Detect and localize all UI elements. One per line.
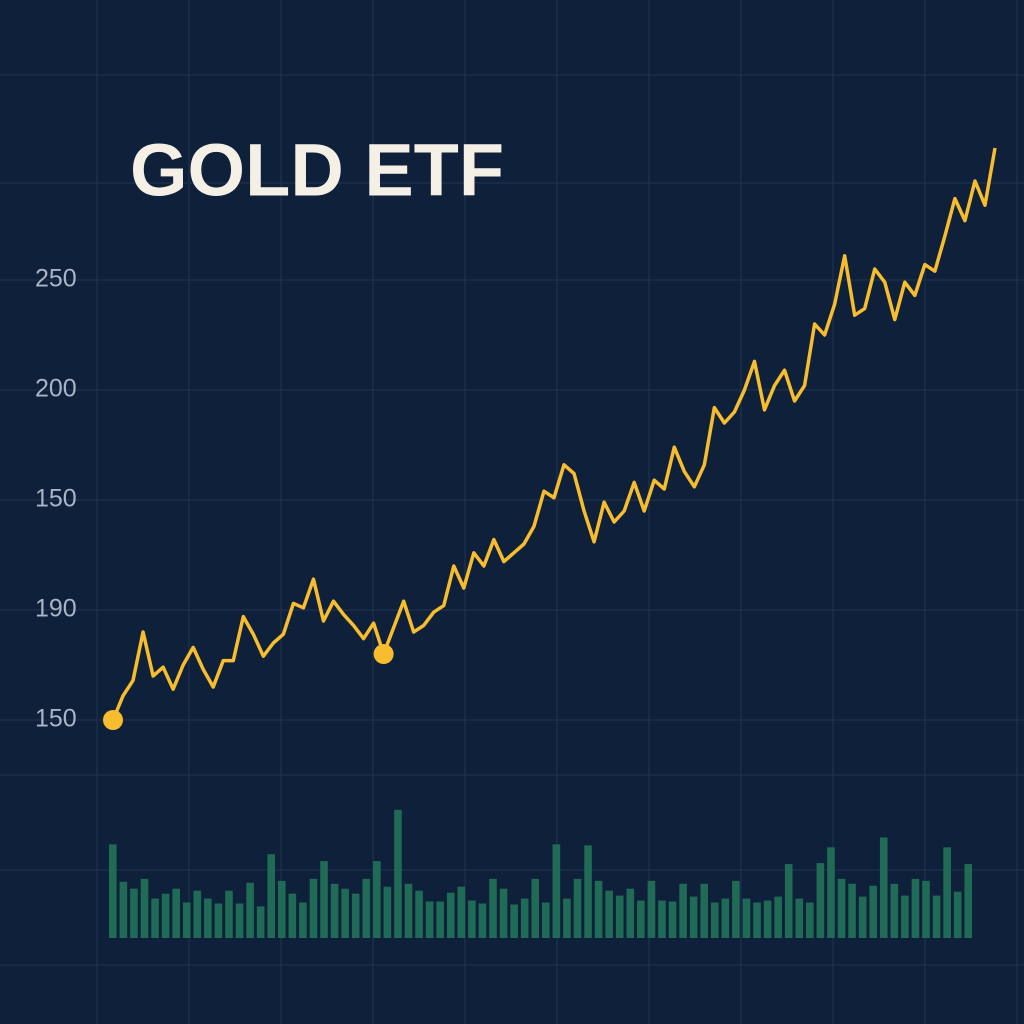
volume-bar bbox=[130, 888, 138, 938]
volume-bar bbox=[330, 883, 339, 938]
y-tick-label: 200 bbox=[35, 375, 77, 403]
volume-bar bbox=[415, 890, 423, 938]
volume-bar bbox=[468, 900, 476, 938]
volume-bar bbox=[605, 890, 613, 938]
volume-bar bbox=[320, 861, 328, 938]
chart-title: GOLD ETF bbox=[130, 129, 504, 212]
volume-bar bbox=[436, 901, 444, 938]
volume-bar bbox=[351, 893, 360, 938]
volume-bar bbox=[425, 901, 434, 938]
volume-bar bbox=[394, 809, 402, 938]
volume-bar bbox=[637, 900, 645, 938]
volume-bar bbox=[626, 888, 635, 938]
volume-bar bbox=[309, 878, 318, 938]
volume-bar bbox=[806, 902, 814, 938]
volume-bar bbox=[837, 878, 846, 938]
volume-bar bbox=[911, 878, 920, 938]
volume-bar bbox=[953, 891, 962, 938]
volume-bar bbox=[795, 898, 804, 938]
volume-bar bbox=[288, 893, 297, 938]
volume-bar bbox=[721, 898, 730, 938]
volume-bar bbox=[763, 900, 772, 938]
volume-bar bbox=[109, 844, 117, 938]
volume-bar bbox=[784, 864, 793, 938]
volume-bar bbox=[373, 861, 381, 938]
volume-bar bbox=[563, 898, 571, 938]
volume-bar bbox=[901, 895, 909, 938]
volume-bar bbox=[151, 898, 159, 938]
volume-bar bbox=[700, 883, 709, 938]
price-line bbox=[111, 147, 997, 721]
volume-bar bbox=[172, 888, 180, 938]
volume-bar bbox=[710, 902, 719, 938]
volume-bar bbox=[943, 847, 951, 938]
volume-bar bbox=[383, 886, 392, 938]
volume-bar bbox=[774, 896, 782, 938]
volume-bar bbox=[225, 890, 233, 938]
y-tick-label: 150 bbox=[35, 705, 77, 733]
volume-bar bbox=[267, 854, 276, 938]
volume-bar bbox=[848, 883, 856, 938]
volume-bar bbox=[299, 902, 307, 938]
volume-bar bbox=[742, 898, 751, 938]
volume-bar bbox=[552, 844, 561, 938]
volume-bar bbox=[679, 883, 687, 938]
volume-bar bbox=[542, 902, 550, 938]
volume-bar bbox=[277, 880, 286, 938]
volume-bar bbox=[922, 880, 930, 938]
volume-bar bbox=[879, 837, 888, 938]
volume-bar bbox=[246, 882, 254, 938]
volume-bar bbox=[520, 898, 529, 938]
volume-bar bbox=[499, 888, 508, 938]
volume-bar bbox=[658, 900, 666, 938]
volume-bar bbox=[457, 886, 466, 938]
y-tick-label: 150 bbox=[35, 485, 77, 513]
volume-bar bbox=[858, 896, 867, 938]
volume-bar bbox=[119, 881, 128, 938]
volume-bar bbox=[510, 904, 518, 938]
volume-bar bbox=[753, 902, 761, 938]
volume-bar bbox=[668, 901, 677, 938]
volume-bar bbox=[584, 845, 592, 938]
volume-bar bbox=[204, 898, 212, 938]
volume-bar bbox=[256, 906, 265, 938]
volume-bar bbox=[964, 864, 973, 938]
volume-bar bbox=[193, 890, 202, 938]
volume-bar bbox=[827, 847, 835, 938]
volume-bar bbox=[531, 878, 540, 938]
volume-bar bbox=[615, 895, 624, 938]
volume-bar bbox=[404, 883, 413, 938]
volume-bar bbox=[816, 863, 825, 938]
volume-bar bbox=[489, 878, 497, 938]
volume-bar bbox=[732, 880, 740, 938]
volume-bar bbox=[214, 903, 223, 938]
volume-bar bbox=[594, 880, 603, 938]
y-tick-label: 190 bbox=[35, 595, 77, 623]
volume-bar bbox=[869, 885, 877, 938]
volume-bar bbox=[362, 878, 371, 938]
volume-bar bbox=[478, 903, 487, 938]
y-tick-label: 250 bbox=[35, 265, 77, 293]
volume-bar bbox=[182, 902, 191, 938]
volume-bar bbox=[341, 888, 349, 938]
volume-bar bbox=[932, 895, 941, 938]
volume-bar bbox=[235, 903, 244, 938]
volume-bar bbox=[573, 878, 582, 938]
volume-bar bbox=[140, 878, 149, 938]
volume-bar bbox=[689, 896, 698, 938]
volume-bar bbox=[647, 880, 656, 938]
volume-bar bbox=[161, 893, 170, 938]
highlight-point bbox=[373, 644, 394, 664]
volume-bar bbox=[446, 892, 455, 938]
volume-bar bbox=[890, 883, 899, 938]
highlight-point bbox=[103, 710, 123, 730]
